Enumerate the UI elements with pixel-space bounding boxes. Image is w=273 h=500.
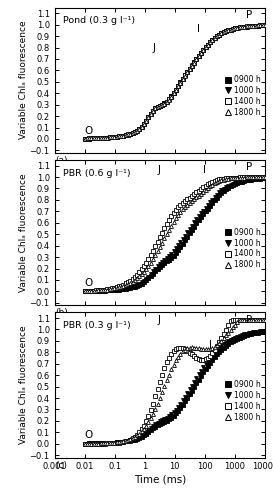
- Text: P: P: [246, 162, 252, 172]
- Legend: 0900 h, 1000 h, 1400 h, 1800 h: 0900 h, 1000 h, 1400 h, 1800 h: [225, 228, 261, 270]
- Y-axis label: Variable Chlₐ fluorescence: Variable Chlₐ fluorescence: [19, 173, 28, 292]
- Text: (a): (a): [55, 156, 68, 165]
- Text: J: J: [158, 315, 161, 325]
- Text: PBR (0.3 g l⁻¹): PBR (0.3 g l⁻¹): [63, 321, 131, 330]
- Y-axis label: Variable Chlₐ fluorescence: Variable Chlₐ fluorescence: [19, 21, 28, 140]
- Text: PBR (0.6 g l⁻¹): PBR (0.6 g l⁻¹): [63, 168, 131, 177]
- Text: I: I: [203, 165, 206, 175]
- Text: (c): (c): [55, 461, 67, 470]
- Text: Pond (0.3 g l⁻¹): Pond (0.3 g l⁻¹): [63, 16, 135, 25]
- Legend: 0900 h, 1000 h, 1400 h, 1800 h: 0900 h, 1000 h, 1400 h, 1800 h: [225, 380, 261, 422]
- Text: O: O: [84, 278, 92, 288]
- Text: P: P: [246, 10, 252, 20]
- X-axis label: Time (ms): Time (ms): [133, 474, 186, 484]
- Y-axis label: Variable Chlₐ fluorescence: Variable Chlₐ fluorescence: [19, 326, 28, 444]
- Text: J: J: [158, 165, 161, 175]
- Text: O: O: [84, 430, 92, 440]
- Text: O: O: [84, 126, 92, 136]
- Text: P: P: [246, 315, 252, 325]
- Text: J: J: [152, 43, 155, 53]
- Legend: 0900 h, 1000 h, 1400 h, 1800 h: 0900 h, 1000 h, 1400 h, 1800 h: [225, 75, 261, 117]
- Text: I: I: [197, 24, 200, 34]
- Text: (b): (b): [55, 308, 68, 318]
- Text: I: I: [209, 340, 212, 350]
